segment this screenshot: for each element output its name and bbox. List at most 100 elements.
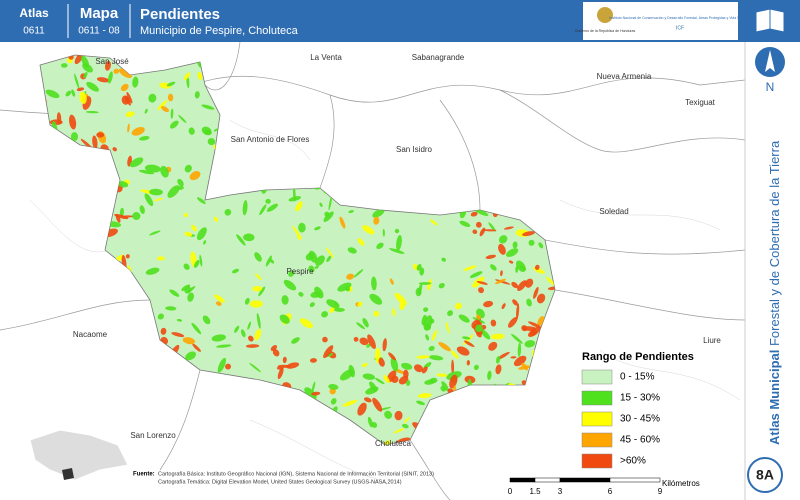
slope-patch	[254, 55, 259, 61]
slope-patch	[419, 428, 426, 436]
slope-patch	[191, 322, 202, 335]
slope-patch	[376, 59, 383, 66]
slope-patch	[515, 124, 523, 139]
slope-patch	[120, 83, 129, 92]
slope-patch	[96, 321, 111, 329]
slope-patch	[132, 76, 139, 88]
slope-patch	[40, 241, 52, 251]
legend-swatch	[581, 390, 613, 406]
slope-patch	[456, 438, 462, 445]
slope-patch	[522, 231, 535, 237]
slope-patch	[301, 93, 311, 103]
slope-patch	[513, 355, 527, 367]
slope-patch	[73, 219, 81, 227]
slope-patch	[33, 341, 37, 346]
slope-patch	[97, 238, 104, 242]
slope-patch	[495, 364, 502, 375]
slope-patch	[283, 279, 297, 291]
slope-patch	[35, 357, 41, 366]
slope-patch	[347, 247, 357, 254]
slope-patch	[490, 333, 505, 340]
slope-patch	[429, 377, 438, 384]
slope-patch	[304, 161, 310, 174]
slope-patch	[288, 270, 295, 277]
slope-patch	[514, 417, 524, 426]
slope-patch	[89, 361, 100, 367]
slope-patch	[88, 361, 101, 368]
slope-patch	[498, 235, 508, 244]
slope-patch	[303, 166, 315, 180]
slope-patch	[516, 260, 526, 272]
slope-patch	[483, 300, 494, 308]
slope-patch	[107, 417, 119, 426]
slope-patch	[166, 81, 176, 87]
slope-patch	[244, 162, 258, 171]
slope-patch	[223, 169, 227, 174]
slope-patch	[58, 358, 62, 366]
slope-patch	[32, 55, 39, 66]
slope-patch	[531, 410, 535, 416]
slope-patch	[114, 283, 122, 291]
slope-patch	[390, 357, 399, 372]
slope-patch	[47, 381, 55, 391]
slope-patch	[71, 220, 80, 228]
logo-right: Instituto Nacional de Conservación y Des…	[609, 16, 750, 20]
slope-patch	[394, 410, 403, 421]
slope-patch	[32, 255, 39, 263]
slope-patch	[149, 353, 154, 358]
slope-patch	[52, 395, 58, 401]
slope-patch	[459, 220, 471, 227]
place-label: Liure	[703, 336, 721, 345]
slope-patch	[427, 184, 438, 192]
slope-patch	[117, 181, 129, 188]
slope-patch	[125, 111, 135, 118]
slope-patch	[52, 360, 61, 369]
slope-patch	[40, 69, 41, 83]
slope-patch	[361, 128, 370, 135]
slope-patch	[510, 396, 520, 406]
slope-patch	[144, 193, 154, 207]
page-badge	[747, 457, 783, 493]
coat-of-arms	[597, 7, 613, 23]
slope-patch	[386, 370, 397, 383]
slope-patch	[417, 393, 432, 399]
slope-patch	[129, 388, 142, 394]
slope-patch	[324, 89, 332, 98]
slope-patch	[124, 372, 141, 377]
logo-left: Gobierno de la República de Honduras	[575, 29, 636, 33]
slope-patch	[197, 71, 203, 81]
slope-patch	[64, 197, 74, 206]
slope-patch	[495, 356, 501, 364]
slope-patch	[84, 292, 98, 303]
slope-patch	[533, 286, 539, 299]
slope-patch	[544, 353, 549, 358]
slope-patch	[422, 107, 431, 117]
slope-patch	[376, 242, 384, 250]
slope-patch	[466, 360, 470, 366]
slope-patch	[145, 267, 160, 275]
slope-patch	[476, 400, 489, 408]
slope-patch	[178, 114, 187, 124]
slope-patch	[488, 341, 498, 351]
slope-patch	[539, 165, 550, 175]
slope-patch	[532, 157, 542, 164]
slope-patch	[440, 385, 446, 392]
slope-patch	[514, 130, 522, 135]
slope-patch	[447, 310, 454, 317]
slope-patch	[121, 215, 134, 218]
slope-patch	[423, 315, 433, 331]
slope-patch	[516, 303, 520, 320]
slope-patch	[47, 49, 51, 54]
slope-patch	[41, 246, 54, 255]
slope-patch	[526, 140, 540, 151]
slope-patch	[485, 254, 497, 259]
slope-patch	[530, 159, 542, 168]
slope-patch	[469, 202, 473, 208]
slope-patch	[433, 146, 444, 154]
slope-patch	[106, 384, 113, 393]
slope-patch	[469, 403, 476, 412]
slope-patch	[373, 310, 380, 317]
slope-patch	[503, 182, 512, 190]
slope-patch	[473, 364, 479, 370]
slope-patch	[77, 319, 87, 326]
